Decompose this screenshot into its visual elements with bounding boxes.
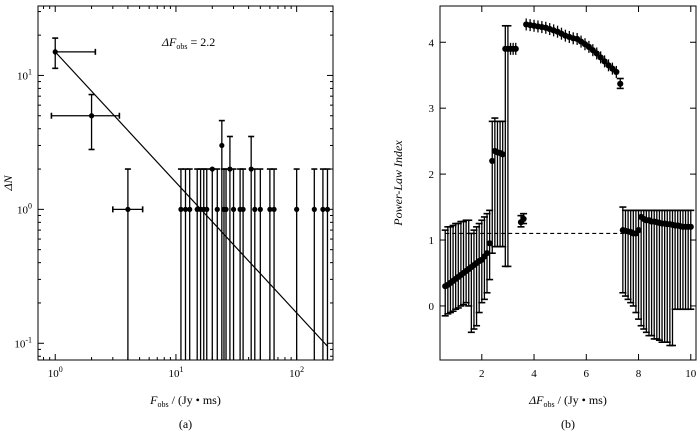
x-tick-exp: 0 [59, 365, 63, 374]
y-tick-base: 10 [14, 338, 26, 350]
y-axis-label: Power-Law Index [391, 140, 405, 227]
panel-label: (a) [179, 417, 192, 431]
x-axis-label: ΔFobs / (Jy • ms) [528, 393, 607, 409]
y-tick-text: 2 [429, 169, 435, 181]
y-tick-label: 2 [429, 169, 435, 181]
x-tick-exp: 1 [179, 365, 183, 374]
data-point [214, 206, 220, 212]
y-tick-base: 10 [17, 70, 29, 82]
data-point [499, 151, 506, 158]
data-point [125, 206, 131, 212]
data-point [182, 206, 189, 212]
data-point [601, 58, 608, 65]
y-tick-exp: 0 [28, 201, 32, 210]
data-point [257, 206, 263, 212]
data-point [489, 157, 496, 165]
x-axis-label: Fobs / (Jy • ms) [149, 393, 221, 409]
y-axis-label: ΔN [1, 174, 15, 191]
data-point [486, 240, 493, 247]
data-point [223, 206, 229, 212]
x-tick-base: 10 [289, 368, 301, 380]
data-point [324, 206, 331, 212]
data-point [219, 142, 225, 149]
y-tick-label: 101 [17, 67, 32, 82]
y-tick-exp: -1 [25, 335, 32, 344]
data-point [227, 166, 233, 172]
data-point [271, 206, 277, 212]
data-point [483, 250, 491, 257]
y-tick-text: 4 [429, 37, 435, 49]
data-point [613, 68, 620, 76]
y-tick-label: 4 [429, 37, 435, 49]
plot-frame [439, 5, 697, 361]
annotation-text: ΔFobs = 2.2 [161, 35, 215, 51]
x-axis-label-sub: obs [544, 400, 555, 409]
y-tick-text: 3 [429, 103, 435, 115]
y-tick-text: 1 [429, 235, 435, 247]
x-tick-label: 4 [531, 368, 537, 380]
data-point [320, 206, 326, 212]
data-point [88, 113, 95, 119]
data-point [240, 206, 246, 212]
y-axis-label-main: Power-Law Index [391, 140, 405, 227]
power-law-fit-line [54, 51, 328, 347]
x-tick-label: 101 [168, 365, 183, 380]
data-point [635, 227, 642, 234]
data-point [178, 206, 184, 212]
data-point [209, 166, 215, 172]
x-tick-exp: 2 [300, 365, 304, 374]
x-axis-label-sub: obs [158, 400, 169, 409]
y-tick-base: 10 [17, 204, 29, 216]
data-point [311, 206, 317, 212]
x-axis-label-main: ΔF [528, 393, 544, 407]
data-point [187, 206, 193, 212]
x-tick-text: 4 [531, 368, 537, 380]
x-tick-text: 10 [685, 368, 697, 380]
y-tick-exp: 1 [28, 67, 32, 76]
x-tick-label: 100 [48, 365, 63, 380]
x-axis-label-rest: / (Jy • ms) [169, 393, 221, 407]
data-point [687, 223, 694, 230]
y-tick-label: 0 [429, 301, 435, 313]
y-tick-label: 3 [429, 103, 435, 115]
panel-b: 2 4 6 8 10 0 1 2 3 4 ΔFobs / (Jy • ms) Power-Law In… [391, 5, 697, 431]
data-point [617, 80, 624, 87]
data-point [597, 54, 604, 61]
data-point [294, 206, 300, 212]
data-point [252, 206, 258, 212]
data-point [248, 166, 254, 172]
data-point [204, 206, 210, 212]
x-tick-label: 2 [479, 368, 485, 380]
x-tick-label: 6 [584, 368, 590, 380]
data-point [593, 50, 600, 57]
y-tick-label: 10-1 [14, 335, 32, 350]
x-tick-base: 10 [48, 368, 60, 380]
y-tick-text: 0 [429, 301, 435, 313]
y-tick-label: 100 [17, 201, 32, 216]
y-axis-label-main: ΔN [1, 174, 15, 191]
annotation-text-sub: obs [176, 42, 187, 51]
annotation-text-rest: = 2.2 [188, 35, 216, 49]
data-point [520, 215, 527, 223]
x-tick-label: 102 [289, 365, 304, 380]
data-point [512, 45, 519, 52]
x-axis-label-main: F [149, 393, 158, 407]
x-tick-text: 6 [584, 368, 590, 380]
x-axis-label-rest: / (Jy • ms) [555, 393, 607, 407]
data-point [230, 206, 237, 212]
x-tick-label: 10 [685, 368, 697, 380]
data-point [52, 49, 58, 55]
panel-label: (b) [561, 417, 575, 431]
annotation-text-main: ΔF [161, 35, 177, 49]
x-tick-base: 10 [168, 368, 180, 380]
x-tick-text: 8 [636, 368, 642, 380]
x-tick-text: 2 [479, 368, 485, 380]
data-point [267, 206, 273, 212]
y-tick-label: 1 [429, 235, 435, 247]
x-tick-label: 8 [636, 368, 642, 380]
